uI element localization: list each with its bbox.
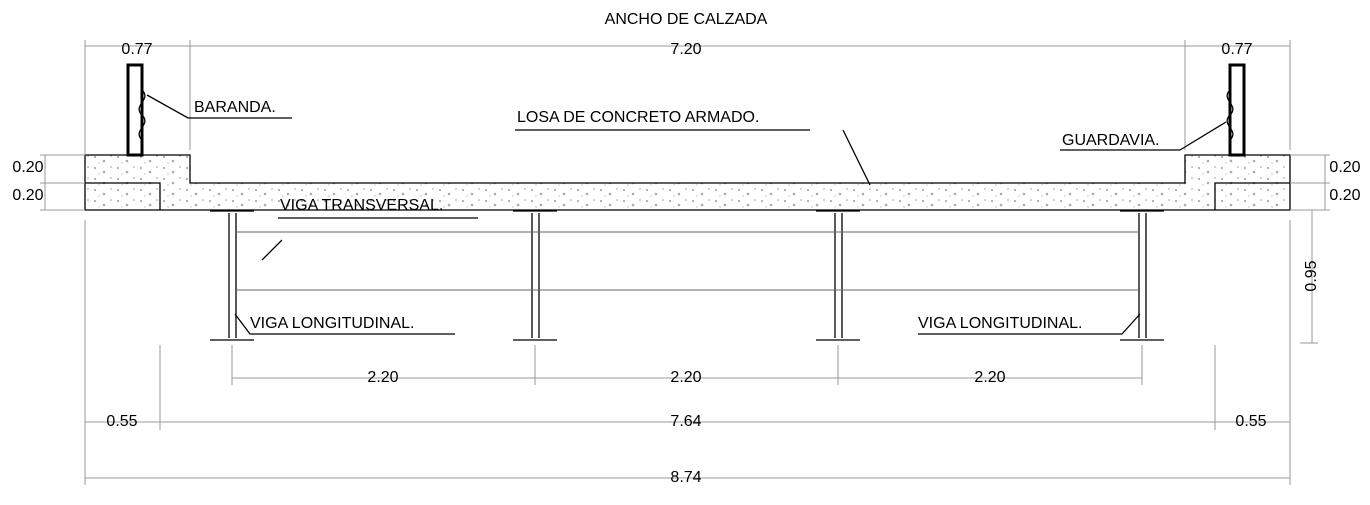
dim: 0.55 [1235,413,1266,430]
dim: 2.20 [367,369,398,386]
dim: 0.77 [121,41,152,58]
dim: 2.20 [974,369,1005,386]
label: GUARDAVIA. [1062,132,1160,149]
dim: 0.95 [1303,260,1320,291]
label: BARANDA. [194,99,276,116]
label: VIGA TRANSVERSAL. [280,197,443,214]
dim: 0.55 [106,413,137,430]
dim: 0.20 [1329,159,1360,176]
dim: 8.74 [670,469,701,486]
drawing [40,40,1330,485]
dim: 0.20 [1329,187,1360,204]
label: VIGA LONGITUDINAL. [918,315,1082,332]
title: ANCHO DE CALZADA [605,11,768,28]
label: LOSA DE CONCRETO ARMADO. [517,109,759,126]
dim: 2.20 [670,369,701,386]
dim: 7.20 [670,41,701,58]
dim: 0.20 [12,187,43,204]
label: VIGA LONGITUDINAL. [250,315,414,332]
dim: 7.64 [670,413,701,430]
dim: 0.20 [12,159,43,176]
dim: 0.77 [1221,41,1252,58]
